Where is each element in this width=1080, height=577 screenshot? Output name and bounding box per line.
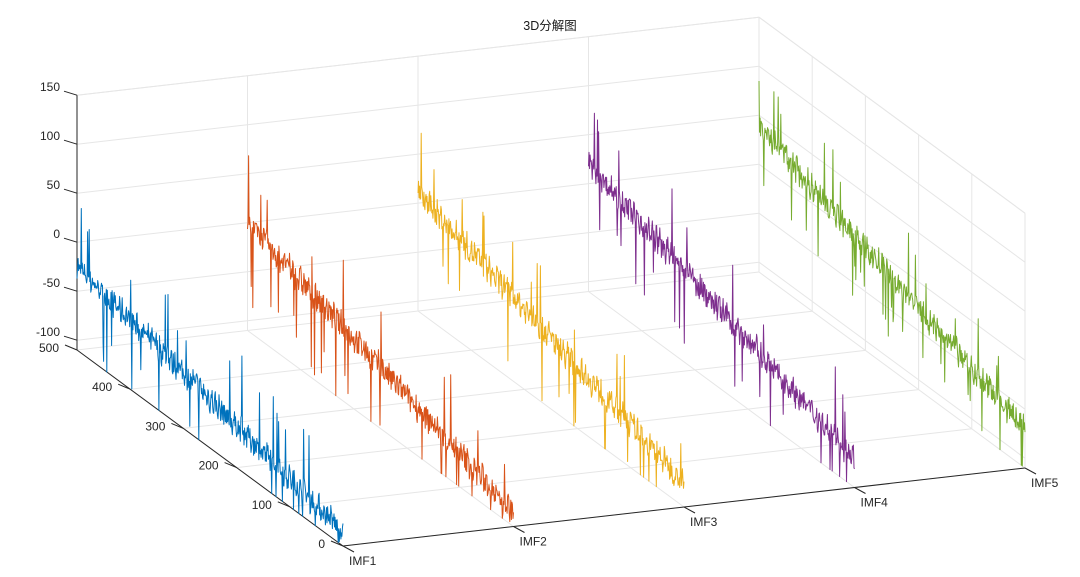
tick-labels: IMF1IMF2IMF3IMF4IMF50100200300400500-100… bbox=[36, 80, 1059, 568]
chart-title: 3D分解图 bbox=[523, 19, 576, 33]
series-imf4 bbox=[588, 112, 855, 483]
x-tick-label: IMF2 bbox=[520, 535, 548, 549]
floor-grid-x bbox=[247, 330, 514, 527]
x-tick-label: IMF4 bbox=[861, 496, 889, 510]
side-grid-z bbox=[758, 261, 1026, 459]
y-tick-label: 0 bbox=[318, 537, 325, 551]
x-tick-label: IMF5 bbox=[1031, 476, 1059, 490]
floor-grid-x bbox=[417, 310, 685, 508]
z-tick bbox=[63, 286, 78, 292]
side-grid-top bbox=[758, 16, 1026, 214]
floor-grid-x bbox=[588, 291, 855, 488]
side-grid-z bbox=[758, 212, 1026, 410]
z-tick-label: 50 bbox=[47, 178, 61, 192]
x-tick bbox=[342, 545, 355, 553]
floor-grid-y bbox=[130, 310, 813, 390]
series-imf1 bbox=[76, 208, 344, 543]
floor-grid-y bbox=[236, 389, 919, 469]
side-grid-z bbox=[758, 65, 1026, 263]
y-tick-label: 100 bbox=[252, 498, 272, 512]
side-grid-z bbox=[758, 163, 1026, 361]
y-tick bbox=[224, 462, 237, 469]
axes bbox=[63, 90, 1037, 553]
back-grid-top bbox=[76, 16, 760, 96]
floor-grid-x bbox=[758, 271, 1026, 469]
back-grid-z bbox=[76, 65, 760, 145]
back-grid-z bbox=[76, 163, 760, 243]
side-grid-z bbox=[758, 114, 1026, 312]
y-tick-label: 200 bbox=[199, 459, 219, 473]
x-tick bbox=[513, 526, 525, 533]
z-tick-label: -100 bbox=[36, 325, 60, 339]
y-tick bbox=[64, 344, 78, 351]
back-grid-z bbox=[76, 261, 760, 341]
z-tick bbox=[63, 139, 78, 145]
z-tick-label: 100 bbox=[40, 129, 60, 143]
back-grid-z bbox=[76, 114, 760, 194]
y-tick bbox=[277, 501, 290, 508]
z-tick bbox=[63, 90, 78, 96]
y-tick-label: 300 bbox=[145, 419, 165, 433]
z-tick bbox=[63, 237, 78, 243]
series-imf5 bbox=[758, 80, 1026, 467]
y-tick bbox=[118, 383, 131, 390]
x-tick-label: IMF1 bbox=[349, 554, 377, 568]
z-tick-label: 150 bbox=[40, 80, 60, 94]
x-tick bbox=[1024, 467, 1037, 475]
x-tick bbox=[854, 487, 866, 494]
y-tick bbox=[171, 422, 184, 429]
z-tick bbox=[63, 188, 78, 194]
series-imf3 bbox=[417, 132, 685, 489]
x-tick-label: IMF3 bbox=[690, 515, 718, 529]
y-tick bbox=[330, 540, 344, 547]
floor-grid-y bbox=[183, 349, 866, 429]
z-tick-label: -50 bbox=[43, 276, 61, 290]
series-imf2 bbox=[247, 155, 514, 523]
z-tick bbox=[63, 335, 78, 341]
x-tick bbox=[683, 506, 696, 514]
series bbox=[76, 80, 1026, 543]
z-tick-label: 0 bbox=[53, 227, 60, 241]
y-tick-label: 400 bbox=[92, 380, 112, 394]
y-tick-label: 500 bbox=[39, 341, 59, 355]
floor-grid-y bbox=[289, 428, 972, 508]
